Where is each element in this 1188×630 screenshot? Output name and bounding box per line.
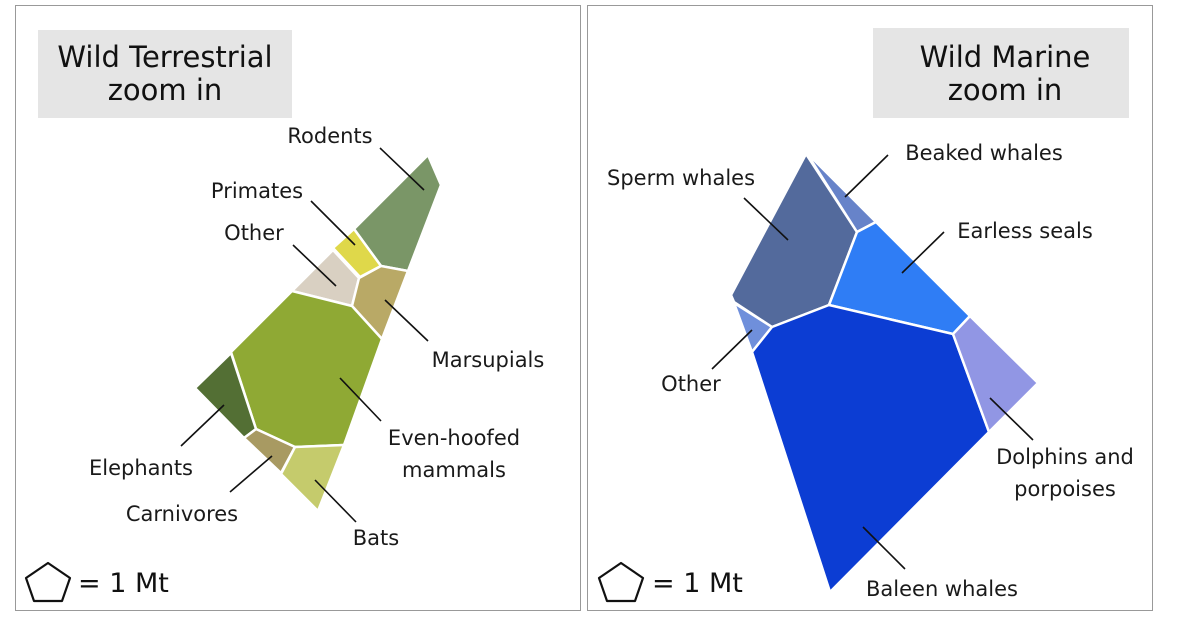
cell-bats [279, 443, 346, 513]
right-title-box [873, 28, 1129, 118]
label-earless-seals: Earless seals [957, 219, 1093, 243]
leader-carnivores [229, 455, 273, 493]
label-baleen-whales: Baleen whales [866, 577, 1018, 601]
label-other: Other [224, 221, 284, 245]
leader-marsupials [384, 299, 429, 342]
right-legend-text: = 1 Mt [652, 568, 743, 599]
pentagon-icon [597, 561, 645, 603]
right-title-line1: Wild Marine [920, 40, 1091, 74]
label-even-hoofed-2: mammals [402, 458, 506, 482]
left-panel: Wild Terrestrial zoom in Rodents Primate… [15, 5, 581, 611]
leader-other [292, 244, 337, 287]
label-beaked-whales: Beaked whales [905, 141, 1063, 165]
leader-rodents [379, 147, 425, 191]
label-dolphins: Dolphins and [996, 445, 1134, 469]
pentagon-icon [24, 561, 72, 603]
leader-sperm-whales [743, 197, 789, 241]
label-marsupials: Marsupials [432, 348, 545, 372]
left-title-box [38, 30, 292, 118]
label-primates: Primates [211, 179, 303, 203]
left-title-line2: zoom in [108, 73, 223, 107]
cell-dolphins-porpoises [951, 314, 1040, 434]
label-sperm-whales: Sperm whales [607, 166, 755, 190]
leader-other-marine [711, 329, 753, 370]
label-even-hoofed: Even-hoofed [388, 426, 520, 450]
leader-baleen [862, 526, 906, 570]
leader-beaked-whales [844, 154, 889, 198]
right-panel: Wild Marine zoom in Sperm whales Beaked … [587, 5, 1153, 611]
right-title-line2: zoom in [948, 73, 1063, 107]
label-elephants: Elephants [89, 456, 193, 480]
leader-bats [314, 479, 357, 523]
label-dolphins-2: porpoises [1014, 477, 1116, 501]
leader-elephants [180, 404, 225, 447]
label-carnivores: Carnivores [126, 502, 238, 526]
label-bats: Bats [353, 526, 399, 550]
left-title-line1: Wild Terrestrial [57, 40, 272, 74]
leader-dolphins [989, 397, 1034, 441]
leader-even-hoofed [339, 377, 382, 422]
leader-earless-seals [901, 231, 945, 274]
label-other-marine: Other [661, 372, 721, 396]
leader-primates [310, 200, 356, 246]
left-legend-text: = 1 Mt [78, 568, 169, 599]
label-rodents: Rodents [287, 124, 372, 148]
